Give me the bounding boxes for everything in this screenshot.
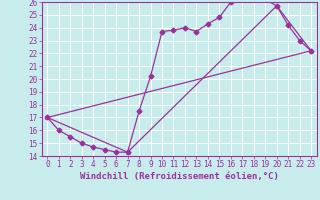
X-axis label: Windchill (Refroidissement éolien,°C): Windchill (Refroidissement éolien,°C) (80, 172, 279, 181)
